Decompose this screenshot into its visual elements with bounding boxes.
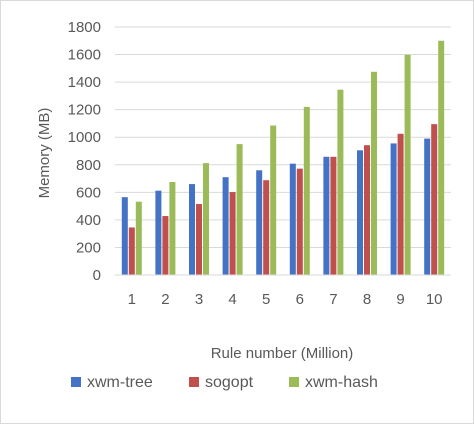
x-tick-label: 2 [161, 291, 169, 308]
x-tick-label: 5 [262, 291, 270, 308]
bar-sogopt [330, 156, 337, 275]
bar-xwm-hash [303, 106, 310, 276]
bar-xwm-tree [155, 190, 162, 275]
bar-xwm-hash [371, 71, 377, 276]
bar-xwm-tree [256, 170, 263, 275]
y-tick-label: 1600 [68, 47, 101, 64]
y-axis-ticks: 0 200 400 600 800 1000 1200 1400 1600 1800 [68, 19, 101, 284]
legend-swatch-xwm-tree [71, 377, 81, 387]
bar-xwm-hash [203, 163, 209, 275]
bar-xwm-tree [289, 163, 296, 275]
y-tick-label: 200 [76, 239, 101, 256]
y-tick-label: 1800 [68, 19, 101, 36]
bar-xwm-hash [236, 144, 243, 275]
x-axis-title: Rule number (Million) [211, 345, 354, 362]
bar-xwm-hash [270, 125, 277, 275]
y-tick-label: 1200 [68, 102, 101, 119]
bar-sogopt [162, 216, 169, 275]
y-tick-label: 1000 [68, 129, 101, 146]
bar-sogopt [397, 133, 404, 275]
bar-xwm-hash [438, 40, 445, 276]
bar-xwm-tree [121, 197, 128, 275]
y-tick-label: 1400 [68, 74, 101, 91]
bar-sogopt [431, 124, 438, 275]
legend-label-xwm-tree: xwm-tree [87, 374, 153, 391]
bar-sogopt [229, 192, 236, 275]
y-tick-label: 800 [76, 157, 101, 174]
legend-label-xwm-hash: xwm-hash [305, 374, 378, 391]
bar-sogopt [296, 168, 303, 275]
x-tick-label: 4 [228, 291, 236, 308]
x-tick-label: 9 [396, 291, 404, 308]
bar-xwm-hash [404, 54, 411, 275]
x-tick-label: 6 [296, 291, 304, 308]
bar-xwm-hash [169, 182, 176, 275]
bar-sogopt [128, 227, 135, 275]
bar-xwm-hash [337, 89, 344, 275]
bar-xwm-tree [424, 138, 431, 275]
bars [121, 40, 445, 276]
y-tick-label: 400 [76, 212, 101, 229]
legend-swatch-xwm-hash [289, 377, 299, 387]
bar-xwm-tree [357, 150, 363, 275]
bar-xwm-tree [189, 184, 195, 275]
x-tick-label: 3 [195, 291, 203, 308]
y-tick-label: 0 [93, 267, 101, 284]
y-tick-label: 600 [76, 184, 101, 201]
x-axis-ticks: 1 2 3 4 5 6 7 8 9 10 [128, 291, 443, 308]
bar-xwm-tree [390, 143, 397, 275]
bar-xwm-tree [323, 156, 330, 275]
bar-sogopt [196, 204, 202, 275]
bar-sogopt [364, 145, 370, 275]
x-tick-label: 7 [329, 291, 337, 308]
bar-xwm-hash [135, 201, 142, 275]
legend-label-sogopt: sogopt [205, 374, 254, 391]
bar-xwm-tree [222, 177, 229, 275]
legend: xwm-tree sogopt xwm-hash [71, 374, 378, 391]
y-axis-title: Memory (MB) [36, 108, 53, 199]
x-tick-label: 8 [363, 291, 371, 308]
x-tick-label: 1 [128, 291, 136, 308]
legend-swatch-sogopt [189, 377, 199, 387]
bar-sogopt [263, 180, 270, 275]
x-tick-label: 10 [426, 291, 443, 308]
